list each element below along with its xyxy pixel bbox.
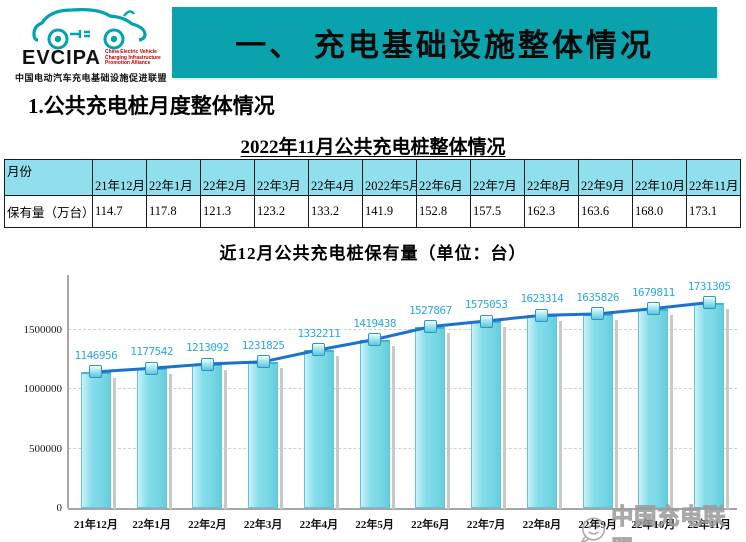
- y-axis-tick-label: 0: [56, 502, 63, 514]
- ev-car-icon: [32, 8, 147, 50]
- data-point-marker: [535, 308, 549, 322]
- table-month-header: 22年8月: [524, 159, 579, 196]
- data-point-marker: [312, 343, 326, 357]
- logo-subtitle: China Electric Vehicle Charging Infrastr…: [104, 48, 161, 67]
- table-value-cell: 157.5: [470, 195, 525, 228]
- monthly-holdings-table: 月份 21年12月 22年1月 22年2月 22年3月 22年4月 2022年5月 22年6…: [4, 159, 741, 228]
- table-month-header: 22年7月: [470, 159, 525, 196]
- table-month-header: 2022年5月: [362, 159, 417, 196]
- x-axis-tick-label: 22年10月: [631, 519, 676, 531]
- chart-title: 近12月公共充电桩保有量（单位：台）: [219, 244, 527, 263]
- x-axis-tick-label: 22年11月: [687, 519, 731, 531]
- table-value-cell: 163.6: [578, 195, 633, 228]
- table-title: 2022年11月公共充电桩整体情况: [240, 137, 506, 158]
- table-data-row: 保有量（万台） 114.7 117.8 121.3 123.2 133.2 141.9 15…: [4, 195, 741, 228]
- table-value-cell: 121.3: [200, 195, 255, 228]
- table-row-label: 保有量（万台）: [4, 195, 93, 228]
- data-point-marker: [479, 314, 493, 328]
- table-value-cell: 168.0: [632, 195, 687, 228]
- x-axis-tick-label: 22年2月: [188, 519, 227, 531]
- bar-value-label: 1231825: [241, 338, 285, 352]
- table-title-wrap: 2022年11月公共充电桩整体情况: [0, 132, 746, 159]
- table-value-cell: 162.3: [524, 195, 579, 228]
- logo-chinese-name: 中国电动汽车充电基础设施促进联盟: [14, 73, 167, 83]
- table-month-header: 22年9月: [578, 159, 633, 196]
- x-axis-tick-label: 22年5月: [355, 519, 394, 531]
- x-axis-tick-label: 22年3月: [243, 519, 283, 531]
- chart-bar: [471, 321, 507, 509]
- x-axis-tick-label: 22年6月: [411, 519, 450, 531]
- logo-acronym: EVCIPA: [22, 47, 101, 69]
- table-month-header: 21年12月: [92, 159, 147, 196]
- chart-bar: [303, 349, 339, 510]
- table-month-header: 22年4月: [308, 159, 363, 196]
- data-point-marker: [145, 361, 159, 375]
- table-corner-cell: 月份: [4, 159, 93, 196]
- table-month-header: 22年2月: [200, 159, 255, 196]
- table-header-row: 月份 21年12月 22年1月 22年2月 22年3月 22年4月 2022年5月 22年6…: [4, 159, 741, 196]
- x-axis-tick-label: 22年7月: [466, 519, 506, 531]
- banner-title: 一、 充电基础设施整体情况: [235, 28, 654, 63]
- table-month-header: 22年6月: [416, 159, 471, 196]
- table-value-cell: 173.1: [686, 195, 741, 228]
- y-axis-line: [67, 275, 69, 508]
- chart-bar: [638, 308, 674, 510]
- data-point-marker: [423, 320, 437, 334]
- section-banner: 一、 充电基础设施整体情况: [172, 7, 717, 78]
- chart-gridline: [68, 447, 737, 449]
- holdings-chart: 0 500000 1000000 1500000 1146956 21年12月 117754…: [0, 270, 746, 538]
- data-point-marker: [200, 357, 214, 371]
- y-axis-tick-label: 1000000: [23, 383, 63, 396]
- x-axis-tick-label: 22年1月: [132, 519, 171, 531]
- section-heading: 1.公共充电桩月度整体情况: [28, 94, 275, 118]
- table-month-header: 22年3月: [254, 159, 309, 196]
- chart-gridline: [68, 388, 737, 390]
- bar-value-label: 1419438: [353, 316, 397, 330]
- trend-line: [95, 301, 710, 374]
- x-axis-tick-label: 22年4月: [299, 519, 339, 531]
- y-axis-tick-label: 500000: [29, 442, 62, 455]
- table-value-cell: 117.8: [146, 195, 201, 228]
- data-point-marker: [89, 365, 103, 379]
- x-axis-tick-label: 22年9月: [578, 519, 617, 531]
- evcipa-logo: EVCIPA China Electric Vehicle Charging I…: [12, 6, 170, 88]
- x-axis-line: [68, 508, 737, 510]
- chart-bar: [694, 302, 730, 510]
- chart-bar: [582, 313, 618, 510]
- bar-value-label: 1623314: [520, 292, 564, 306]
- bar-value-label: 1527867: [408, 303, 452, 317]
- table-value-cell: 123.2: [254, 195, 309, 228]
- chart-bar: [526, 315, 562, 509]
- data-point-marker: [368, 333, 382, 347]
- data-point-marker: [591, 307, 605, 321]
- x-axis-tick-label: 21年12月: [73, 519, 118, 531]
- table-value-cell: 152.8: [416, 195, 471, 228]
- chart-bar: [248, 361, 284, 510]
- table-month-header: 22年1月: [146, 159, 201, 196]
- data-point-marker: [646, 302, 660, 316]
- chart-gridline: [68, 328, 737, 330]
- chart-bar: [359, 339, 395, 510]
- y-axis-tick-label: 1500000: [23, 323, 63, 336]
- bar-value-label: 1635826: [576, 290, 620, 304]
- data-point-marker: [702, 296, 716, 309]
- bar-value-label: 1679811: [631, 285, 675, 299]
- table-month-header: 22年11月: [686, 159, 741, 196]
- table-value-cell: 141.9: [362, 195, 417, 228]
- bar-value-label: 1146956: [74, 348, 118, 362]
- chart-bar: [80, 371, 116, 510]
- bar-value-label: 1213092: [185, 341, 229, 354]
- data-point-marker: [256, 355, 270, 369]
- table-month-header: 22年10月: [632, 159, 687, 196]
- table-value-cell: 114.7: [92, 195, 147, 228]
- bar-value-label: 1731305: [687, 279, 731, 293]
- chart-bar: [415, 326, 451, 510]
- bar-value-label: 1332211: [297, 326, 341, 340]
- bar-value-label: 1575053: [464, 298, 508, 312]
- chart-title-wrap: 近12月公共充电桩保有量（单位：台）: [0, 239, 746, 264]
- x-axis-tick-label: 22年8月: [522, 519, 562, 531]
- table-value-cell: 133.2: [308, 195, 363, 228]
- bar-value-label: 1177542: [130, 345, 174, 359]
